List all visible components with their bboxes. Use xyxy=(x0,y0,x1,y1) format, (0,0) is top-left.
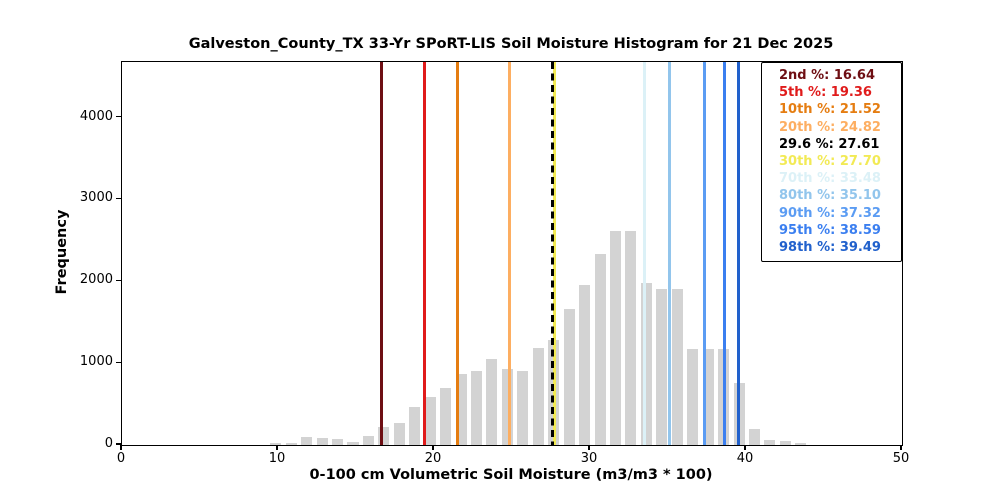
x-tick-label: 50 xyxy=(892,451,910,466)
histogram-bar xyxy=(625,231,637,445)
histogram-bar xyxy=(795,443,807,445)
histogram-bar xyxy=(594,254,606,445)
legend-entry: 5th %: 19.36 xyxy=(779,85,872,101)
x-tick-mark xyxy=(900,445,902,450)
histogram-bar xyxy=(764,440,776,445)
histogram-bar xyxy=(393,423,405,445)
histogram-bar xyxy=(470,371,483,445)
x-tick-label: 0 xyxy=(116,451,126,466)
histogram-bar xyxy=(362,435,374,445)
percentile-line-95th xyxy=(722,62,726,445)
legend-entry: 70th %: 33.48 xyxy=(779,171,881,187)
histogram-bar xyxy=(301,436,313,445)
legend-entry: 10th %: 21.52 xyxy=(779,102,881,118)
histogram-bar xyxy=(579,285,591,445)
histogram-bar xyxy=(563,308,575,445)
percentile-line-10th xyxy=(456,62,460,445)
y-tick-label: 3000 xyxy=(79,190,113,206)
percentile-line-5th xyxy=(422,62,426,445)
y-tick-label: 4000 xyxy=(79,108,113,124)
histogram-bar xyxy=(440,388,452,445)
histogram-bar xyxy=(748,428,761,445)
legend-entry: 2nd %: 16.64 xyxy=(779,68,876,83)
histogram-bar xyxy=(409,407,421,445)
percentile-line-80th xyxy=(668,62,672,445)
y-tick-label: 1000 xyxy=(79,354,113,370)
histogram-bar xyxy=(687,348,699,445)
histogram-bar xyxy=(501,369,513,445)
x-tick-mark xyxy=(744,445,746,450)
percentile-line-29.6 xyxy=(551,62,555,445)
histogram-bar xyxy=(609,231,622,445)
percentile-line-98th xyxy=(736,62,740,445)
histogram-bar xyxy=(779,441,791,445)
percentile-line-90th xyxy=(702,62,706,445)
histogram-bar xyxy=(424,397,436,445)
histogram-bar xyxy=(656,289,668,445)
x-tick-mark xyxy=(276,445,278,450)
histogram-bar xyxy=(378,426,390,445)
legend-entry: 90th %: 37.32 xyxy=(779,205,881,221)
histogram-bar xyxy=(702,348,714,445)
percentile-line-70th xyxy=(642,62,646,445)
histogram-bar xyxy=(347,442,359,445)
y-tick-mark xyxy=(116,443,121,445)
legend: 2nd %: 16.64 5th %: 19.36 10th %: 21.52 20t… xyxy=(761,62,902,263)
histogram-bar xyxy=(455,373,467,445)
y-tick-mark xyxy=(116,361,121,363)
y-tick-label: 0 xyxy=(104,436,113,451)
x-tick-label: 10 xyxy=(268,451,286,466)
histogram-bar xyxy=(517,370,529,445)
histogram-bar xyxy=(671,289,683,445)
legend-entry: 20th %: 24.82 xyxy=(779,119,881,135)
legend-entry: 80th %: 35.10 xyxy=(779,188,881,204)
legend-entry: 30th %: 27.70 xyxy=(779,154,881,170)
legend-entry: 98th %: 39.49 xyxy=(779,240,881,256)
x-tick-mark xyxy=(120,445,122,450)
histogram-bar xyxy=(316,437,328,445)
histogram-bar xyxy=(285,442,297,445)
x-tick-label: 20 xyxy=(424,451,442,466)
legend-entry: 29.6 %: 27.61 xyxy=(779,136,880,152)
x-axis-label: 0-100 cm Volumetric Soil Moisture (m3/m3… xyxy=(309,467,713,483)
x-tick-mark xyxy=(588,445,590,450)
y-tick-mark xyxy=(116,116,121,118)
histogram-bar xyxy=(640,283,652,445)
histogram-bar xyxy=(270,442,282,445)
legend-entry: 95th %: 38.59 xyxy=(779,222,881,238)
x-tick-label: 40 xyxy=(736,451,754,466)
y-tick-label: 2000 xyxy=(79,272,113,288)
y-tick-mark xyxy=(116,197,121,200)
percentile-line-2nd xyxy=(380,62,384,445)
y-tick-mark xyxy=(116,279,121,281)
x-tick-mark xyxy=(432,445,434,450)
histogram-bar xyxy=(532,348,544,445)
histogram-bar xyxy=(331,438,344,445)
histogram-bar xyxy=(486,359,498,445)
x-tick-label: 30 xyxy=(580,451,598,466)
percentile-line-20th xyxy=(507,62,511,445)
chart-title: Galveston_County_TX 33-Yr SPoRT-LIS Soil… xyxy=(188,36,834,52)
